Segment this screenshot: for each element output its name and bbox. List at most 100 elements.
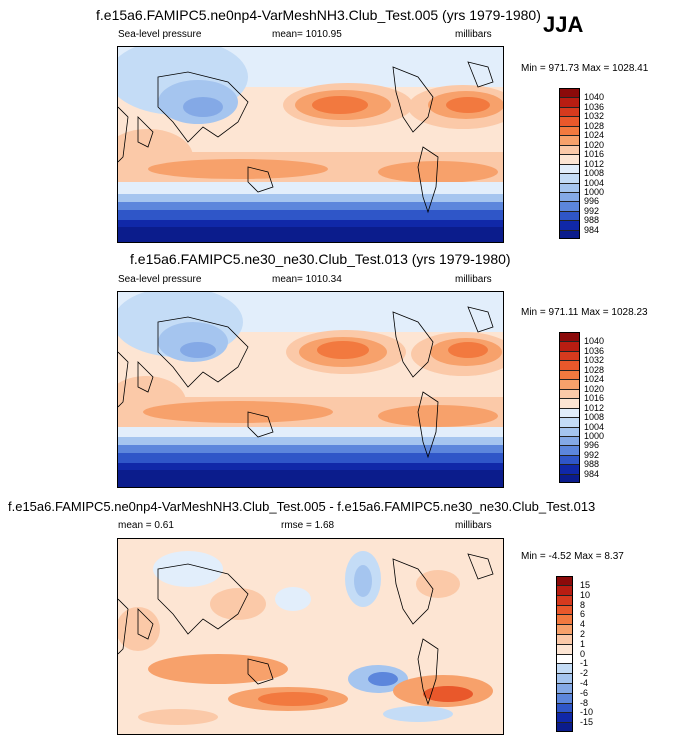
- panel3-title: f.e15a6.FAMIPC5.ne0np4-VarMeshNH3.Club_T…: [8, 499, 596, 514]
- panel2-colorbar-label: 1032: [584, 355, 605, 365]
- panel1-colorbar-label: 988: [584, 215, 600, 225]
- panel3-field: [118, 539, 503, 734]
- panel3-colorbar-label: 10: [580, 590, 591, 600]
- panel3-colorbar-cell: [556, 614, 573, 625]
- panel1-colorbar-cell: [559, 201, 580, 212]
- panel3-rmse-label: rmse = 1.68: [281, 520, 335, 531]
- panel2-title: f.e15a6.FAMIPC5.ne30_ne30.Club_Test.013 …: [130, 251, 511, 267]
- panel2-colorbar-label: 1020: [584, 384, 605, 394]
- panel2-colorbar-cell: [559, 408, 580, 418]
- panel1-colorbar-label: 1000: [584, 187, 605, 197]
- panel2-colorbar-cell: [559, 360, 580, 370]
- panel1-min-max: Min = 971.73 Max = 1028.41: [521, 63, 649, 74]
- panel3-colorbar-label: 1: [580, 639, 586, 649]
- panel3-colorbar: [556, 576, 573, 732]
- panel3-colorbar-label: -10: [580, 707, 594, 717]
- panel3-colorbar-cell: [556, 683, 573, 694]
- panel3-mean-label: mean = 0.61: [118, 520, 174, 531]
- panel1-colorbar-label: 996: [584, 196, 600, 206]
- panel2-colorbar-label: 1000: [584, 431, 605, 441]
- panel3-colorbar-cell: [556, 605, 573, 615]
- panel2-colorbar-cell: [559, 427, 580, 437]
- panel3-colorbar-label: 4: [580, 619, 586, 629]
- panel2-colorbar-cell: [559, 379, 580, 389]
- panel1-colorbar-cell: [559, 173, 580, 183]
- panel1-mean-label: mean= 1010.95: [272, 29, 342, 40]
- panel2-map: [117, 291, 504, 488]
- panel2-units-label: millibars: [455, 274, 492, 285]
- panel2-colorbar-cell: [559, 389, 580, 399]
- panel2-colorbar: [559, 332, 580, 483]
- panel2-colorbar-label: 1004: [584, 422, 605, 432]
- panel1-colorbar-label: 1016: [584, 149, 605, 159]
- panel1-colorbar-cell: [559, 211, 580, 221]
- panel3-map: [117, 538, 504, 735]
- panel2-colorbar-label: 996: [584, 440, 600, 450]
- panel1-title: f.e15a6.FAMIPC5.ne0np4-VarMeshNH3.Club_T…: [96, 7, 541, 23]
- panel3-colorbar-label: -8: [580, 698, 589, 708]
- panel2-colorbar-label: 1040: [584, 336, 605, 346]
- panel1-colorbar-label: 1008: [584, 168, 605, 178]
- panel1-colorbar-label: 1024: [584, 130, 605, 140]
- panel2-colorbar-cell: [559, 436, 580, 446]
- panel1-colorbar-cell: [559, 97, 580, 108]
- panel2-colorbar-label: 1024: [584, 374, 605, 384]
- panel2-variable-label: Sea-level pressure: [118, 274, 202, 285]
- season-label: JJA: [543, 12, 584, 37]
- panel3-min-max: Min = -4.52 Max = 8.37: [521, 551, 624, 562]
- panel3-colorbar-label: 8: [580, 600, 586, 610]
- panel1-units-label: millibars: [455, 29, 492, 40]
- panel3-colorbar-cell: [556, 722, 573, 732]
- panel1-colorbar-cell: [559, 230, 580, 239]
- panel1-colorbar-cell: [559, 164, 580, 174]
- panel2-colorbar-cell: [559, 351, 580, 361]
- panel1-colorbar-label: 992: [584, 206, 600, 216]
- panel2-colorbar-cell: [559, 455, 580, 465]
- panel3-colorbar-cell: [556, 712, 573, 723]
- panel3-colorbar-frame: [556, 576, 573, 732]
- panel3-colorbar-cell: [556, 634, 573, 645]
- panel1-map: [117, 46, 504, 243]
- panel1-colorbar-label: 1012: [584, 159, 605, 169]
- panel1-colorbar-label: 1020: [584, 140, 605, 150]
- panel2-field: [118, 292, 503, 487]
- panel1-colorbar-cell: [559, 220, 580, 230]
- panel2-min-max: Min = 971.11 Max = 1028.23: [521, 307, 648, 318]
- panel2-colorbar-label: 984: [584, 469, 600, 479]
- panel3-units-label: millibars: [455, 520, 492, 531]
- panel3-colorbar-label: 6: [580, 609, 586, 619]
- panel2-mean-label: mean= 1010.34: [272, 274, 342, 285]
- panel2-colorbar-cell: [559, 370, 580, 380]
- panel3-colorbar-cell: [556, 663, 573, 674]
- panel2-colorbar-label: 1016: [584, 393, 605, 403]
- panel1-colorbar-label: 1032: [584, 111, 605, 121]
- panel2-colorbar-frame: [559, 332, 580, 483]
- panel1-colorbar-cell: [559, 107, 580, 117]
- panel1-colorbar-cell: [559, 183, 580, 193]
- panel3-colorbar-cell: [556, 644, 573, 655]
- panel3-colorbar-cell: [556, 654, 573, 664]
- panel3-colorbar-cell: [556, 703, 573, 713]
- panel1-colorbar-label: 1040: [584, 92, 605, 102]
- panel2-colorbar-cell: [559, 464, 580, 474]
- panel3-colorbar-label: 0: [580, 649, 586, 659]
- panel2-colorbar-label: 992: [584, 450, 600, 460]
- panel3-colorbar-label: 2: [580, 629, 586, 639]
- panel2-colorbar-label: 1036: [584, 346, 605, 356]
- panel1-colorbar-cell: [559, 154, 580, 164]
- panel2-colorbar-label: 1028: [584, 365, 605, 375]
- panel3-colorbar-label: -2: [580, 668, 589, 678]
- panel1-colorbar-label: 1036: [584, 102, 605, 112]
- panel1-colorbar-cell: [559, 145, 580, 155]
- panel2-colorbar-cell: [559, 341, 580, 352]
- panel3-colorbar-cell: [556, 673, 573, 684]
- panel3-colorbar-label: -15: [580, 717, 594, 727]
- panel2-colorbar-label: 1012: [584, 403, 605, 413]
- panel1-colorbar: [559, 88, 580, 239]
- panel1-colorbar-label: 984: [584, 225, 600, 235]
- panel3-colorbar-label: 15: [580, 580, 591, 590]
- panel2-colorbar-label: 988: [584, 459, 600, 469]
- panel1-colorbar-cell: [559, 126, 580, 136]
- panel2-colorbar-cell: [559, 417, 580, 427]
- panel3-colorbar-label: -6: [580, 688, 589, 698]
